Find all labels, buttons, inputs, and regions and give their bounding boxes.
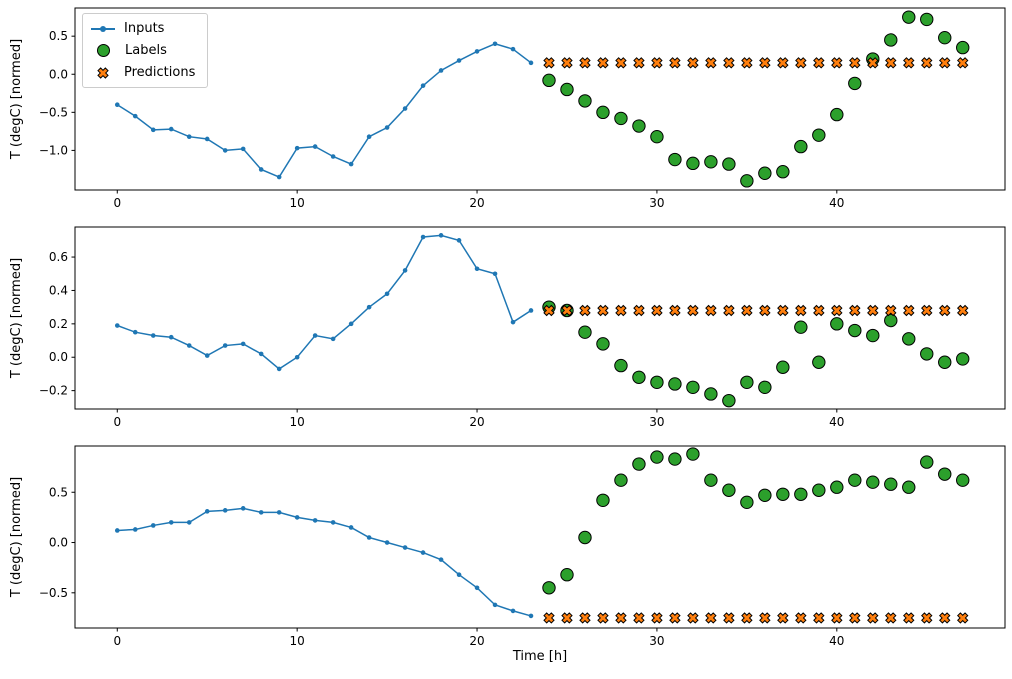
labels-circle-icon [97, 44, 110, 57]
inputs-line-dot-icon [91, 23, 115, 35]
y-axis-label-top: T (degC) [normed] [9, 39, 24, 160]
svg-text:30: 30 [649, 415, 664, 429]
x-axis-label: Time [h] [512, 649, 567, 664]
svg-text:−0.2: −0.2 [39, 384, 68, 398]
svg-text:0.5: 0.5 [49, 29, 68, 43]
svg-text:20: 20 [469, 634, 484, 648]
svg-text:0: 0 [113, 634, 121, 648]
svg-text:0.5: 0.5 [49, 485, 68, 499]
subplot-bottom: 0 10 20 30 40 −0.5 0.0 0.5 [39, 445, 1006, 648]
y-axis-label-bottom: T (degC) [normed] [9, 477, 24, 598]
svg-text:20: 20 [469, 415, 484, 429]
legend-item-labels: Labels [91, 43, 195, 58]
svg-text:10: 10 [290, 196, 305, 210]
svg-text:30: 30 [649, 634, 664, 648]
subplot-top: 0 10 20 30 40 −1.0 −0.5 0.0 0.5 [39, 7, 1006, 210]
legend-item-predictions: Predictions [91, 65, 195, 80]
svg-text:10: 10 [290, 634, 305, 648]
svg-text:0.0: 0.0 [49, 67, 68, 81]
legend-item-inputs: Inputs [91, 21, 195, 36]
svg-text:10: 10 [290, 415, 305, 429]
legend: Inputs Labels Predictions [82, 13, 209, 88]
svg-text:0.0: 0.0 [49, 350, 68, 364]
svg-text:40: 40 [829, 634, 844, 648]
predictions-x-icon [97, 66, 109, 79]
svg-text:0.4: 0.4 [49, 283, 68, 297]
svg-text:−0.5: −0.5 [39, 105, 68, 119]
svg-text:0: 0 [113, 196, 121, 210]
svg-text:40: 40 [829, 196, 844, 210]
svg-text:0.6: 0.6 [49, 250, 68, 264]
legend-label-labels: Labels [125, 43, 167, 58]
svg-text:0.0: 0.0 [49, 536, 68, 550]
svg-text:−1.0: −1.0 [39, 143, 68, 157]
y-axis-label-middle: T (degC) [normed] [9, 258, 24, 379]
svg-text:−0.5: −0.5 [39, 586, 68, 600]
svg-text:0: 0 [113, 415, 121, 429]
svg-text:0.2: 0.2 [49, 317, 68, 331]
legend-label-predictions: Predictions [124, 65, 196, 80]
subplot-middle: 0 10 20 30 40 −0.2 0.0 0.2 0.4 0.6 [39, 226, 1006, 429]
svg-text:20: 20 [469, 196, 484, 210]
svg-text:30: 30 [649, 196, 664, 210]
svg-text:40: 40 [829, 415, 844, 429]
legend-label-inputs: Inputs [124, 21, 165, 36]
